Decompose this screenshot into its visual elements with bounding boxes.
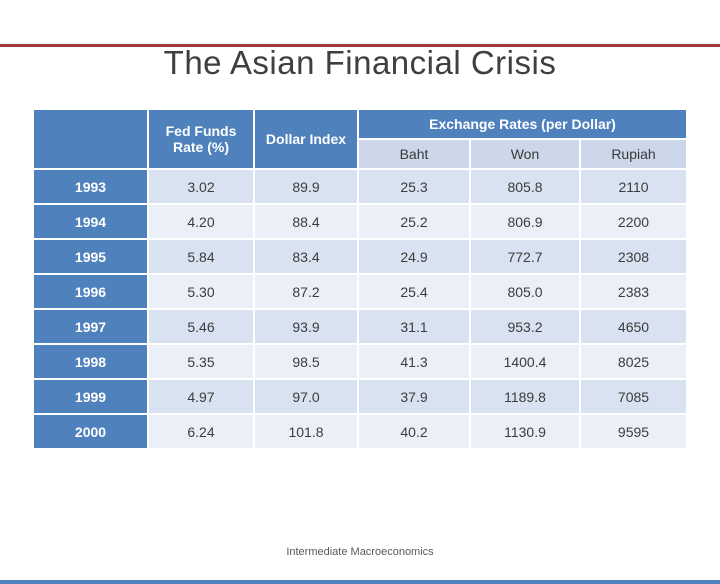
data-cell: 6.24 bbox=[147, 413, 255, 451]
data-cell: 2200 bbox=[579, 203, 688, 241]
table-row: 1998 5.35 98.5 41.3 1400.4 8025 bbox=[32, 343, 688, 381]
data-cell: 24.9 bbox=[357, 238, 471, 276]
data-cell: 31.1 bbox=[357, 308, 471, 346]
data-cell: 98.5 bbox=[253, 343, 359, 381]
data-cell: 805.8 bbox=[469, 168, 581, 206]
data-cell: 101.8 bbox=[253, 413, 359, 451]
data-cell: 40.2 bbox=[357, 413, 471, 451]
year-cell: 1998 bbox=[32, 343, 149, 381]
data-cell: 2308 bbox=[579, 238, 688, 276]
data-cell: 89.9 bbox=[253, 168, 359, 206]
table-row: 1996 5.30 87.2 25.4 805.0 2383 bbox=[32, 273, 688, 311]
data-cell: 5.46 bbox=[147, 308, 255, 346]
data-cell: 37.9 bbox=[357, 378, 471, 416]
data-cell: 4650 bbox=[579, 308, 688, 346]
data-cell: 5.30 bbox=[147, 273, 255, 311]
data-cell: 25.3 bbox=[357, 168, 471, 206]
data-cell: 8025 bbox=[579, 343, 688, 381]
table-row: 2000 6.24 101.8 40.2 1130.9 9595 bbox=[32, 413, 688, 451]
year-cell: 1999 bbox=[32, 378, 149, 416]
slide-footer: Intermediate Macroeconomics bbox=[286, 546, 434, 558]
data-cell: 9595 bbox=[579, 413, 688, 451]
data-cell: 5.35 bbox=[147, 343, 255, 381]
table-row: 1993 3.02 89.9 25.3 805.8 2110 bbox=[32, 168, 688, 206]
data-cell: 772.7 bbox=[469, 238, 581, 276]
top-accent-rule bbox=[0, 44, 720, 47]
page-title: The Asian Financial Crisis bbox=[163, 44, 557, 81]
data-cell: 2110 bbox=[579, 168, 688, 206]
data-cell: 805.0 bbox=[469, 273, 581, 311]
year-cell: 1994 bbox=[32, 203, 149, 241]
year-cell: 1997 bbox=[32, 308, 149, 346]
table-row: 1999 4.97 97.0 37.9 1189.8 7085 bbox=[32, 378, 688, 416]
table-row: 1994 4.20 88.4 25.2 806.9 2200 bbox=[32, 203, 688, 241]
col-header-dollar-index: Dollar Index bbox=[253, 107, 359, 171]
exchange-rates-table: Fed Funds Rate (%) Dollar Index Exchange… bbox=[32, 107, 688, 451]
col-header-won: Won bbox=[469, 138, 581, 171]
table-row: 1997 5.46 93.9 31.1 953.2 4650 bbox=[32, 308, 688, 346]
data-cell: 806.9 bbox=[469, 203, 581, 241]
data-cell: 83.4 bbox=[253, 238, 359, 276]
data-cell: 97.0 bbox=[253, 378, 359, 416]
data-cell: 953.2 bbox=[469, 308, 581, 346]
data-cell: 1189.8 bbox=[469, 378, 581, 416]
header-row-top: Fed Funds Rate (%) Dollar Index Exchange… bbox=[32, 107, 688, 171]
table-row: 1995 5.84 83.4 24.9 772.7 2308 bbox=[32, 238, 688, 276]
corner-cell bbox=[32, 107, 149, 171]
data-cell: 25.4 bbox=[357, 273, 471, 311]
year-cell: 2000 bbox=[32, 413, 149, 451]
data-cell: 25.2 bbox=[357, 203, 471, 241]
data-cell: 1130.9 bbox=[469, 413, 581, 451]
data-cell: 88.4 bbox=[253, 203, 359, 241]
year-cell: 1993 bbox=[32, 168, 149, 206]
data-cell: 3.02 bbox=[147, 168, 255, 206]
data-cell: 41.3 bbox=[357, 343, 471, 381]
data-cell: 7085 bbox=[579, 378, 688, 416]
data-cell: 4.20 bbox=[147, 203, 255, 241]
data-cell: 2383 bbox=[579, 273, 688, 311]
year-cell: 1995 bbox=[32, 238, 149, 276]
col-header-rupiah: Rupiah bbox=[579, 138, 688, 171]
data-cell: 1400.4 bbox=[469, 343, 581, 381]
year-cell: 1996 bbox=[32, 273, 149, 311]
data-cell: 93.9 bbox=[253, 308, 359, 346]
data-cell: 4.97 bbox=[147, 378, 255, 416]
data-cell: 5.84 bbox=[147, 238, 255, 276]
col-header-exchange-rates-group: Exchange Rates (per Dollar) bbox=[357, 107, 688, 141]
bottom-accent-rule bbox=[0, 580, 720, 584]
col-header-baht: Baht bbox=[357, 138, 471, 171]
col-header-fed-funds: Fed Funds Rate (%) bbox=[147, 107, 255, 171]
header-row-currencies: Baht Won Rupiah bbox=[33, 138, 688, 171]
data-cell: 87.2 bbox=[253, 273, 359, 311]
